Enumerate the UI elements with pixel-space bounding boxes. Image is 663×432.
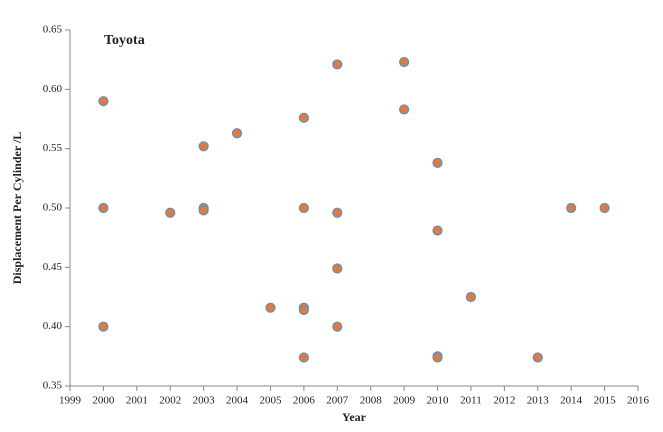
point — [98, 202, 109, 214]
x-tick-label: 2009 — [393, 395, 416, 407]
point — [332, 207, 343, 218]
point — [432, 352, 443, 363]
x-tick-label: 1999 — [59, 395, 82, 407]
point — [298, 304, 309, 316]
y-tick-label: 0.45 — [43, 261, 63, 273]
point — [332, 321, 343, 332]
x-tick-label: 2006 — [293, 395, 316, 407]
point — [332, 263, 343, 274]
point — [399, 104, 410, 115]
x-tick-label: 2016 — [627, 395, 650, 407]
x-axis-label: Year — [342, 410, 367, 424]
point — [265, 302, 276, 313]
y-tick-label: 0.60 — [43, 83, 63, 95]
x-tick-label: 2011 — [460, 395, 482, 407]
point — [165, 207, 176, 218]
y-tick-label: 0.50 — [43, 202, 63, 214]
x-tick-label: 2007 — [326, 395, 349, 407]
point — [599, 202, 610, 214]
point — [198, 141, 209, 152]
point — [566, 202, 577, 214]
y-axis-label: Displacement Per Cylinder /L — [10, 132, 24, 285]
point — [231, 128, 243, 139]
y-tick-label: 0.40 — [43, 320, 63, 332]
x-tick-label: 2000 — [92, 395, 115, 407]
y-tick-label: 0.55 — [43, 142, 63, 154]
point — [298, 202, 309, 214]
x-tick-label: 2010 — [427, 395, 450, 407]
x-tick-label: 2001 — [126, 395, 148, 407]
x-tick-label: 2015 — [594, 395, 617, 407]
point — [399, 56, 410, 68]
x-tick-label: 2013 — [527, 395, 550, 407]
point — [432, 157, 443, 169]
point — [465, 291, 477, 303]
point — [298, 112, 309, 123]
x-tick-label: 2002 — [159, 395, 181, 407]
point — [432, 225, 443, 236]
y-tick-label: 0.35 — [43, 380, 63, 392]
x-tick-label: 2004 — [226, 395, 249, 407]
chart-title: Toyota — [104, 33, 145, 48]
y-tick-label: 0.65 — [43, 24, 63, 36]
point — [198, 205, 209, 216]
x-tick-label: 2003 — [193, 395, 216, 407]
point — [298, 352, 309, 363]
point — [532, 352, 543, 363]
x-tick-label: 2008 — [360, 395, 383, 407]
x-tick-label: 2012 — [493, 395, 515, 407]
point — [98, 321, 109, 332]
point — [98, 96, 109, 107]
x-tick-label: 2005 — [259, 395, 282, 407]
x-tick-label: 2014 — [560, 395, 583, 407]
point — [332, 59, 343, 70]
